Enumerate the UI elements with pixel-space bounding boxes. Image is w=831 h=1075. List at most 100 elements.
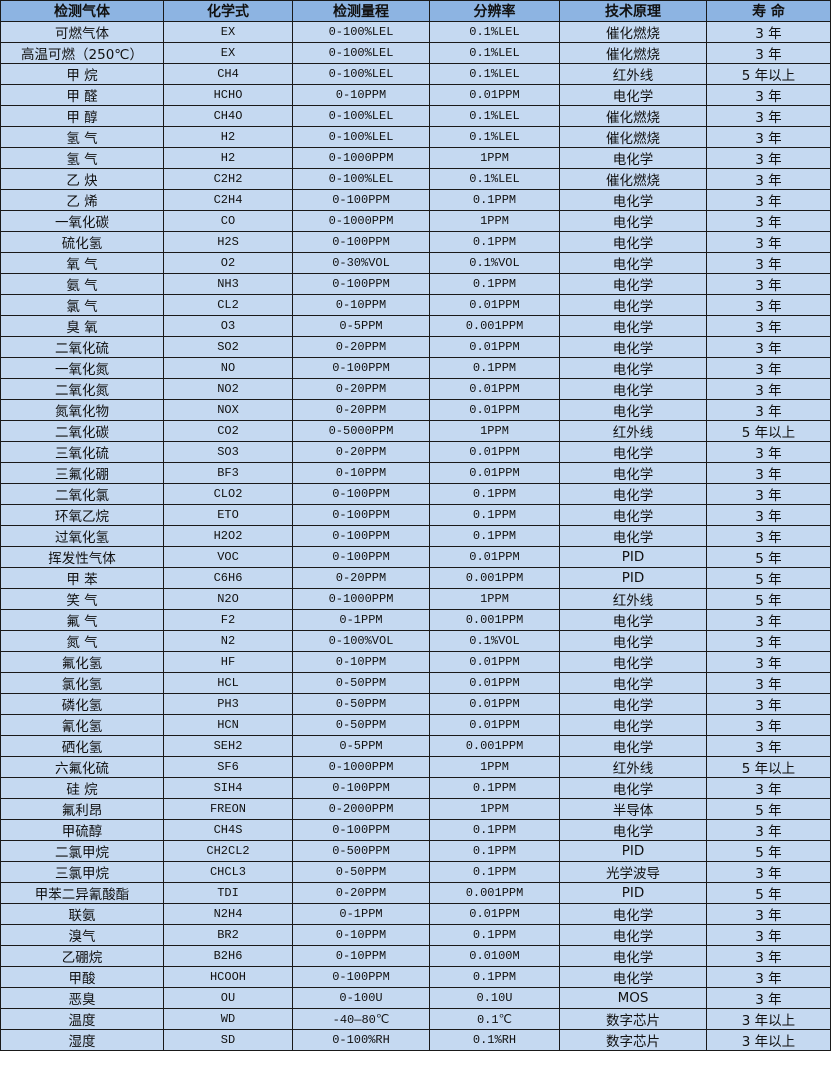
cell-gas: 溴气 <box>0 924 164 946</box>
cell-lifetime: 3 年 <box>706 630 831 652</box>
cell-gas: 挥发性气体 <box>0 546 164 568</box>
cell-range: 0-100PPM <box>292 357 430 379</box>
table-row: 甲 醛 HCHO 0-10PPM 0.01PPM 电化学 3 年 <box>0 84 831 106</box>
cell-range: 0-2000PPM <box>292 798 430 820</box>
cell-resolution: 1PPM <box>429 798 560 820</box>
table-row: 甲 醇 CH4O 0-100%LEL 0.1%LEL 催化燃烧 3 年 <box>0 105 831 127</box>
cell-resolution: 0.1PPM <box>429 525 560 547</box>
cell-lifetime: 3 年 <box>706 777 831 799</box>
cell-principle: 电化学 <box>559 966 707 988</box>
cell-gas: 六氟化硫 <box>0 756 164 778</box>
cell-gas: 三氧化硫 <box>0 441 164 463</box>
cell-lifetime: 5 年 <box>706 588 831 610</box>
cell-gas: 一氧化碳 <box>0 210 164 232</box>
cell-lifetime: 3 年 <box>706 147 831 169</box>
cell-range: 0-100PPM <box>292 504 430 526</box>
cell-range: 0-50PPM <box>292 714 430 736</box>
cell-formula: N2H4 <box>163 903 293 925</box>
cell-lifetime: 3 年 <box>706 84 831 106</box>
cell-principle: 电化学 <box>559 630 707 652</box>
cell-lifetime: 3 年 <box>706 357 831 379</box>
cell-gas: 氰化氢 <box>0 714 164 736</box>
cell-resolution: 0.1PPM <box>429 357 560 379</box>
cell-range: 0-10PPM <box>292 945 430 967</box>
cell-resolution: 0.01PPM <box>429 903 560 925</box>
cell-formula: VOC <box>163 546 293 568</box>
cell-principle: 电化学 <box>559 273 707 295</box>
cell-formula: CH4S <box>163 819 293 841</box>
table-row: 氨 气 NH3 0-100PPM 0.1PPM 电化学 3 年 <box>0 273 831 295</box>
cell-formula: HCOOH <box>163 966 293 988</box>
cell-resolution: 0.001PPM <box>429 567 560 589</box>
cell-gas: 乙 炔 <box>0 168 164 190</box>
cell-principle: PID <box>559 546 707 568</box>
cell-resolution: 0.001PPM <box>429 882 560 904</box>
table-row: 甲酸 HCOOH 0-100PPM 0.1PPM 电化学 3 年 <box>0 966 831 988</box>
cell-formula: H2 <box>163 147 293 169</box>
cell-formula: SEH2 <box>163 735 293 757</box>
table-row: 硫化氢 H2S 0-100PPM 0.1PPM 电化学 3 年 <box>0 231 831 253</box>
cell-formula: NOX <box>163 399 293 421</box>
cell-formula: CH4O <box>163 105 293 127</box>
cell-lifetime: 3 年 <box>706 672 831 694</box>
cell-principle: PID <box>559 882 707 904</box>
cell-gas: 甲 烷 <box>0 63 164 85</box>
header-formula: 化学式 <box>163 0 293 22</box>
cell-principle: 电化学 <box>559 84 707 106</box>
cell-lifetime: 3 年 <box>706 378 831 400</box>
table-row: 硒化氢 SEH2 0-5PPM 0.001PPM 电化学 3 年 <box>0 735 831 757</box>
cell-range: 0-1000PPM <box>292 147 430 169</box>
cell-resolution: 0.01PPM <box>429 672 560 694</box>
table-row: 氯 气 CL2 0-10PPM 0.01PPM 电化学 3 年 <box>0 294 831 316</box>
cell-lifetime: 5 年以上 <box>706 420 831 442</box>
cell-resolution: 0.01PPM <box>429 294 560 316</box>
cell-range: 0-100PPM <box>292 189 430 211</box>
header-row: 检测气体 化学式 检测量程 分辨率 技术原理 寿 命 <box>0 0 831 22</box>
cell-lifetime: 3 年 <box>706 819 831 841</box>
cell-range: 0-100%LEL <box>292 21 430 43</box>
cell-range: 0-1PPM <box>292 609 430 631</box>
cell-lifetime: 3 年 <box>706 609 831 631</box>
cell-principle: 电化学 <box>559 693 707 715</box>
cell-resolution: 0.1%LEL <box>429 126 560 148</box>
cell-gas: 氮 气 <box>0 630 164 652</box>
cell-gas: 氨 气 <box>0 273 164 295</box>
cell-principle: 电化学 <box>559 189 707 211</box>
cell-gas: 湿度 <box>0 1029 164 1051</box>
cell-range: 0-1000PPM <box>292 756 430 778</box>
table-row: 氟利昂 FREON 0-2000PPM 1PPM 半导体 5 年 <box>0 798 831 820</box>
table-row: 挥发性气体 VOC 0-100PPM 0.01PPM PID 5 年 <box>0 546 831 568</box>
cell-lifetime: 3 年 <box>706 168 831 190</box>
cell-resolution: 0.1PPM <box>429 231 560 253</box>
cell-formula: CH2CL2 <box>163 840 293 862</box>
header-resolution: 分辨率 <box>429 0 560 22</box>
cell-lifetime: 5 年 <box>706 882 831 904</box>
table-row: 笑 气 N2O 0-1000PPM 1PPM 红外线 5 年 <box>0 588 831 610</box>
cell-range: 0-50PPM <box>292 693 430 715</box>
cell-resolution: 0.1PPM <box>429 777 560 799</box>
cell-resolution: 0.0100M <box>429 945 560 967</box>
cell-gas: 二氯甲烷 <box>0 840 164 862</box>
cell-gas: 臭 氧 <box>0 315 164 337</box>
cell-principle: 红外线 <box>559 588 707 610</box>
cell-lifetime: 5 年 <box>706 567 831 589</box>
cell-lifetime: 3 年 <box>706 441 831 463</box>
cell-lifetime: 3 年 <box>706 336 831 358</box>
cell-principle: 半导体 <box>559 798 707 820</box>
cell-principle: 电化学 <box>559 378 707 400</box>
table-row: 恶臭 OU 0-100U 0.10U MOS 3 年 <box>0 987 831 1009</box>
cell-range: 0-20PPM <box>292 441 430 463</box>
cell-gas: 甲酸 <box>0 966 164 988</box>
table-row: 二氯甲烷 CH2CL2 0-500PPM 0.1PPM PID 5 年 <box>0 840 831 862</box>
cell-lifetime: 3 年 <box>706 315 831 337</box>
cell-lifetime: 3 年 <box>706 525 831 547</box>
cell-gas: 甲硫醇 <box>0 819 164 841</box>
cell-range: 0-100PPM <box>292 819 430 841</box>
header-lifetime: 寿 命 <box>706 0 831 22</box>
table-row: 二氧化氮 NO2 0-20PPM 0.01PPM 电化学 3 年 <box>0 378 831 400</box>
cell-gas: 环氧乙烷 <box>0 504 164 526</box>
cell-principle: 电化学 <box>559 735 707 757</box>
cell-formula: NO2 <box>163 378 293 400</box>
cell-lifetime: 3 年 <box>706 987 831 1009</box>
table-row: 氧 气 O2 0-30%VOL 0.1%VOL 电化学 3 年 <box>0 252 831 274</box>
